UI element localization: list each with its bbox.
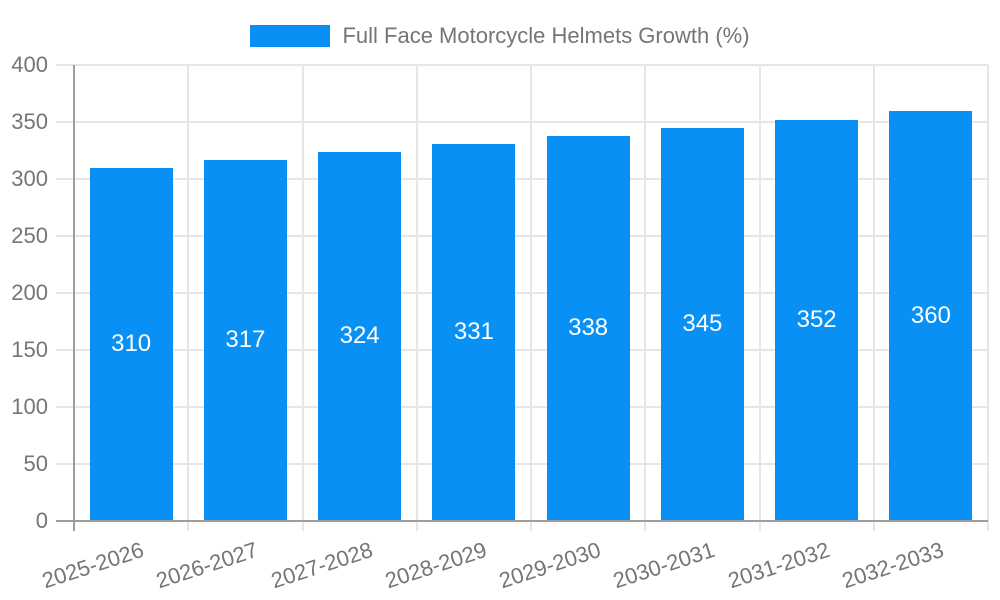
y-tick-label-300: 300 <box>11 166 48 191</box>
bar-2030-2031: 345 <box>660 127 744 521</box>
gridline-y-150 <box>56 349 988 351</box>
bar-value-label: 352 <box>796 306 837 334</box>
bar-2032-2033: 360 <box>889 110 973 521</box>
bar-value-label: 338 <box>568 314 609 342</box>
bar-2031-2032: 352 <box>775 119 859 521</box>
y-tick-label-200: 200 <box>11 280 48 305</box>
bar-value-label: 360 <box>910 301 951 329</box>
legend-color-swatch <box>250 25 331 47</box>
gridline-x-boundary-4 <box>530 65 532 531</box>
bar-2025-2026: 310 <box>89 167 173 521</box>
chart-legend[interactable]: Full Face Motorcycle Helmets Growth (%) <box>0 25 1000 47</box>
bar-value-label: 345 <box>682 310 723 338</box>
y-tick-label-350: 350 <box>11 109 48 134</box>
bar-value-label: 317 <box>225 326 266 354</box>
gridline-x-boundary-5 <box>644 65 647 531</box>
gridline-y-50 <box>56 463 988 465</box>
bar-2026-2027: 317 <box>203 159 287 521</box>
gridline-x-boundary-6 <box>758 65 761 531</box>
gridline-x-boundary-7 <box>872 65 875 531</box>
gridline-x-boundary-8 <box>987 65 989 531</box>
y-tick-label-400: 400 <box>11 52 48 77</box>
y-tick-label-50: 50 <box>23 451 48 476</box>
gridline-x-boundary-3 <box>415 65 418 531</box>
gridline-x-boundary-2 <box>301 65 304 531</box>
gridline-y-300 <box>56 178 988 180</box>
bar-2028-2029: 331 <box>432 143 516 521</box>
bar-value-label: 310 <box>111 330 152 358</box>
y-tick-label-100: 100 <box>11 394 48 419</box>
y-tick-label-250: 250 <box>11 223 48 248</box>
gridline-y-200 <box>56 292 988 294</box>
gridline-x-boundary-1 <box>187 65 190 531</box>
gridline-y-250 <box>56 235 988 237</box>
bar-value-label: 331 <box>453 318 494 346</box>
bar-2029-2030: 338 <box>546 135 630 521</box>
bar-value-label: 324 <box>339 322 380 350</box>
gridline-y-400 <box>56 64 988 66</box>
y-axis-line <box>73 65 75 531</box>
y-tick-label-150: 150 <box>11 337 48 362</box>
bar-2027-2028: 324 <box>318 151 402 521</box>
y-tick-label-0: 0 <box>35 508 48 533</box>
legend-label: Full Face Motorcycle Helmets Growth (%) <box>342 23 750 48</box>
gridline-y-100 <box>56 406 988 408</box>
x-axis-line <box>56 520 988 522</box>
gridline-y-350 <box>56 121 988 123</box>
